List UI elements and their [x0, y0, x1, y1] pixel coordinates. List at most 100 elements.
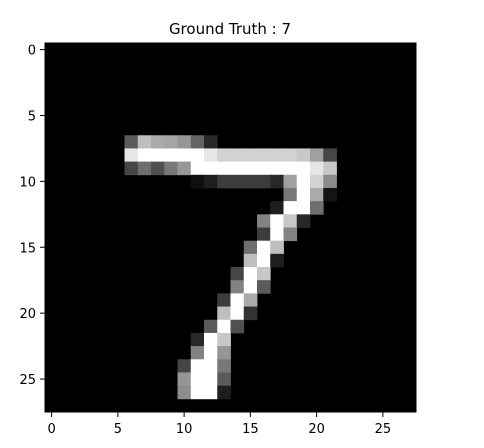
pixel: [243, 240, 258, 255]
pixel: [230, 174, 245, 189]
y-tick-label: 10: [19, 175, 36, 190]
pixel: [137, 161, 152, 176]
pixel: [296, 187, 311, 202]
y-axis: 0 5 10 15 20 25: [19, 44, 45, 388]
pixel: [164, 161, 178, 176]
pixel: [230, 280, 245, 294]
pixel: [257, 253, 271, 268]
pixel: [177, 148, 192, 163]
pixel: [204, 346, 218, 360]
pixel: [177, 161, 192, 176]
pixel: [257, 267, 271, 281]
pixel: [270, 227, 284, 242]
pixel: [190, 385, 205, 400]
pixel: [190, 161, 205, 176]
pixel: [190, 148, 205, 163]
pixel: [204, 174, 218, 189]
x-tick-label: 5: [114, 422, 122, 437]
pixel: [164, 135, 178, 149]
pixel: [190, 359, 205, 373]
pixel: [270, 240, 284, 255]
pixel: [283, 148, 298, 163]
pixel: [270, 161, 284, 176]
pixel: [310, 201, 324, 215]
pixel: [257, 174, 271, 189]
pixel: [217, 372, 231, 387]
pixel: [217, 293, 231, 307]
pixel: [257, 240, 271, 255]
pixel: [204, 332, 218, 347]
pixel: [323, 187, 337, 202]
pixel: [283, 227, 298, 242]
y-tick-label: 5: [28, 109, 36, 124]
pixel: [151, 135, 165, 149]
pixel: [204, 319, 218, 334]
y-tick-label: 20: [19, 307, 36, 322]
pixel: [283, 174, 298, 189]
pixel: [137, 148, 152, 163]
pixel: [177, 135, 192, 149]
pixel: [217, 161, 231, 176]
pixel: [177, 359, 192, 373]
pixel: [243, 174, 258, 189]
pixel: [151, 148, 165, 163]
pixel: [283, 187, 298, 202]
pixel: [217, 148, 231, 163]
pixel: [296, 214, 311, 228]
pixel: [323, 148, 337, 163]
pixel: [190, 372, 205, 387]
pixel: [270, 174, 284, 189]
pixel: [283, 214, 298, 228]
pixel: [257, 161, 271, 176]
pixel: [230, 306, 245, 321]
pixel: [177, 372, 192, 387]
pixel: [204, 372, 218, 387]
pixel: [217, 359, 231, 373]
pixel: [190, 135, 205, 149]
pixel: [177, 385, 192, 400]
pixel: [310, 148, 324, 163]
pixel: [243, 253, 258, 268]
pixel: [217, 332, 231, 347]
pixel: [283, 161, 298, 176]
pixel: [164, 148, 178, 163]
pixel: [270, 253, 284, 268]
pixel: [217, 319, 231, 334]
pixel: [296, 148, 311, 163]
pixel: [296, 161, 311, 176]
pixel: [230, 267, 245, 281]
pixel: [323, 161, 337, 176]
x-axis: 0 5 10 15 20 25: [47, 412, 391, 437]
pixel: [270, 148, 284, 163]
pixel: [204, 359, 218, 373]
x-tick-label: 15: [242, 422, 259, 437]
pixel: [124, 148, 139, 163]
x-tick-label: 25: [375, 422, 392, 437]
pixel: [204, 161, 218, 176]
pixel: [296, 174, 311, 189]
pixel: [243, 267, 258, 281]
pixel: [151, 161, 165, 176]
pixel: [230, 293, 245, 307]
pixel: [217, 174, 231, 189]
pixel: [190, 332, 205, 347]
pixel-grid: [124, 135, 337, 400]
x-tick-label: 20: [308, 422, 325, 437]
pixel: [230, 161, 245, 176]
pixel: [296, 201, 311, 215]
pixel: [243, 306, 258, 321]
pixel: [310, 161, 324, 176]
x-tick-label: 0: [47, 422, 55, 437]
pixel: [257, 214, 271, 228]
pixel: [230, 319, 245, 334]
pixel: [257, 227, 271, 242]
pixel: [323, 174, 337, 189]
y-tick-label: 25: [19, 373, 36, 388]
pixel: [257, 280, 271, 294]
pixel: [217, 346, 231, 360]
y-tick-label: 0: [28, 44, 36, 59]
pixel: [204, 135, 218, 149]
pixel: [190, 174, 205, 189]
pixel: [257, 148, 271, 163]
